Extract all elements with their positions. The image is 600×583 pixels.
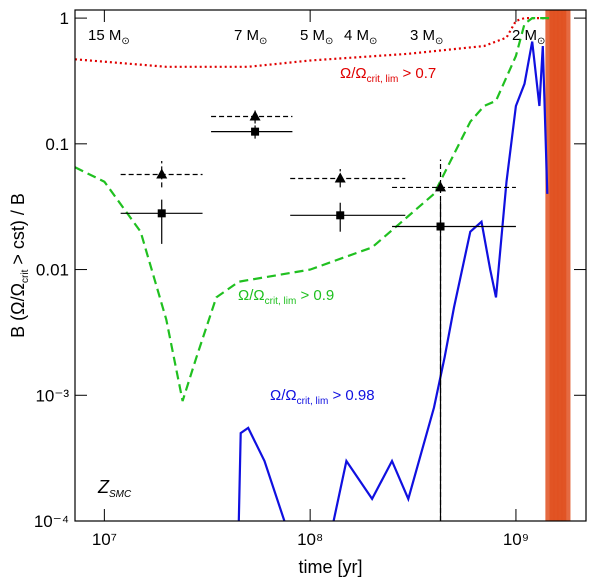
series-label: Ω/Ωcrit, lim > 0.98 xyxy=(270,387,375,407)
mass-label: 7 M⊙ xyxy=(234,27,267,47)
series-line xyxy=(237,41,549,521)
metallicity-label-part: Z xyxy=(97,477,110,497)
series-label-part: > 0.9 xyxy=(296,287,334,304)
y-tick-label: 1 xyxy=(60,9,69,28)
x-tick-label: 10⁷ xyxy=(92,530,117,549)
mass-label: 4 M⊙ xyxy=(344,27,377,47)
mass-label: 3 M⊙ xyxy=(410,27,443,47)
triangle-marker xyxy=(156,168,168,179)
mass-label-part: ⊙ xyxy=(121,36,129,47)
x-axis-label: time [yr] xyxy=(298,557,362,577)
series-label-part: > 0.98 xyxy=(328,387,374,404)
mass-label-part: 7 M xyxy=(234,27,259,44)
mass-label-part: ⊙ xyxy=(259,36,267,47)
series-label-part: Ω/Ω xyxy=(340,65,367,82)
mass-label-part: ⊙ xyxy=(435,36,443,47)
square-marker xyxy=(251,127,260,136)
y-axis-label: B (Ω/Ωcrit > cst) / B xyxy=(8,193,31,338)
mass-label-part: ⊙ xyxy=(537,36,545,47)
y-axis-label-part: crit xyxy=(20,269,31,283)
y-axis-label-part: > cst) / B xyxy=(8,193,28,270)
series-label: Ω/Ωcrit, lim > 0.9 xyxy=(238,287,334,307)
mass-label-part: 4 M xyxy=(344,27,369,44)
triangle-marker xyxy=(249,110,261,121)
square-marker xyxy=(336,211,345,220)
triangle-marker xyxy=(435,181,447,192)
square-marker xyxy=(436,222,445,231)
mass-label-part: ⊙ xyxy=(325,36,333,47)
y-tick-label: 0.1 xyxy=(45,135,69,154)
series-label: Ω/Ωcrit, lim > 0.7 xyxy=(340,65,436,85)
mass-label-part: 5 M xyxy=(300,27,325,44)
series-label-part: Ω/Ω xyxy=(238,287,265,304)
mass-label-part: 2 M xyxy=(512,27,537,44)
mass-label: 2 M⊙ xyxy=(512,27,545,47)
mass-label-part: 3 M xyxy=(410,27,435,44)
plot xyxy=(75,10,571,521)
y-axis-label-part: B (Ω/Ω xyxy=(8,283,28,338)
x-tick-label: 10⁹ xyxy=(503,530,529,549)
stripe xyxy=(561,10,571,521)
x-tick-label: 10⁸ xyxy=(297,530,323,549)
series-line xyxy=(75,17,550,68)
metallicity-label: ZSMC xyxy=(97,477,132,500)
series-line xyxy=(75,17,550,402)
series-label-part: crit, lim xyxy=(265,296,297,307)
mass-label-part: ⊙ xyxy=(369,36,377,47)
square-marker xyxy=(157,209,166,218)
y-tick-label: 10⁻³ xyxy=(35,386,69,405)
mass-label: 15 M⊙ xyxy=(88,27,130,47)
mass-label: 5 M⊙ xyxy=(300,27,333,47)
mass-label-part: 15 M xyxy=(88,27,121,44)
metallicity-label-part: SMC xyxy=(109,489,132,500)
series-label-part: crit, lim xyxy=(297,396,329,407)
frame xyxy=(74,9,587,522)
series-label-part: > 0.7 xyxy=(398,65,436,82)
y-tick-label: 0.01 xyxy=(36,261,69,280)
triangle-marker xyxy=(334,172,346,183)
series-label-part: Ω/Ω xyxy=(270,387,297,404)
series-label-part: crit, lim xyxy=(367,74,399,85)
y-tick-label: 10⁻⁴ xyxy=(34,512,69,531)
